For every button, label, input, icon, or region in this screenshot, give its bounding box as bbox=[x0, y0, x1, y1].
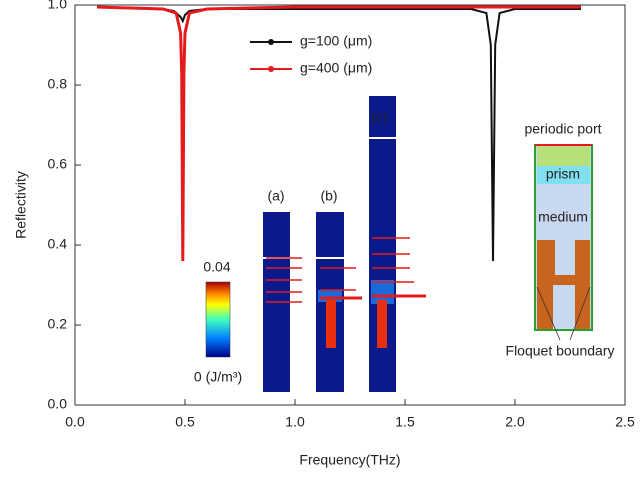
annotation: medium bbox=[538, 209, 588, 225]
x-tick-label: 0.5 bbox=[175, 414, 195, 430]
annotation: Floquet boundary bbox=[506, 343, 615, 359]
annotation: 0 (J/m³) bbox=[194, 369, 242, 385]
annotation: (c) bbox=[371, 109, 387, 125]
y-tick-label: 1.0 bbox=[48, 0, 68, 12]
y-tick-label: 0.4 bbox=[48, 236, 68, 252]
y-axis-label: Reflectivity bbox=[13, 171, 29, 239]
plot-frame bbox=[74, 4, 626, 406]
x-tick-label: 2.5 bbox=[615, 414, 635, 430]
series-line bbox=[96, 5, 581, 262]
y-tick-label: 0.0 bbox=[48, 396, 68, 412]
annotation: (a) bbox=[267, 188, 284, 204]
legend-label: g=100 (μm) bbox=[300, 33, 372, 49]
y-tick-label: 0.6 bbox=[48, 156, 68, 172]
annotation: 0.04 bbox=[203, 259, 230, 275]
annotation: periodic port bbox=[524, 121, 601, 137]
x-tick-label: 2.0 bbox=[505, 414, 525, 430]
x-tick-label: 0.0 bbox=[65, 414, 85, 430]
x-tick-label: 1.0 bbox=[285, 414, 305, 430]
annotation: prism bbox=[546, 166, 580, 182]
y-tick-label: 0.8 bbox=[48, 76, 68, 92]
y-tick-label: 0.2 bbox=[48, 316, 68, 332]
x-axis-label: Frequency(THz) bbox=[299, 452, 400, 468]
legend-marker bbox=[268, 66, 274, 72]
legend-label: g=400 (μm) bbox=[300, 60, 372, 76]
field-insets bbox=[205, 96, 593, 392]
x-tick-label: 1.5 bbox=[395, 414, 415, 430]
annotation: (b) bbox=[320, 188, 337, 204]
legend-marker bbox=[268, 39, 274, 45]
